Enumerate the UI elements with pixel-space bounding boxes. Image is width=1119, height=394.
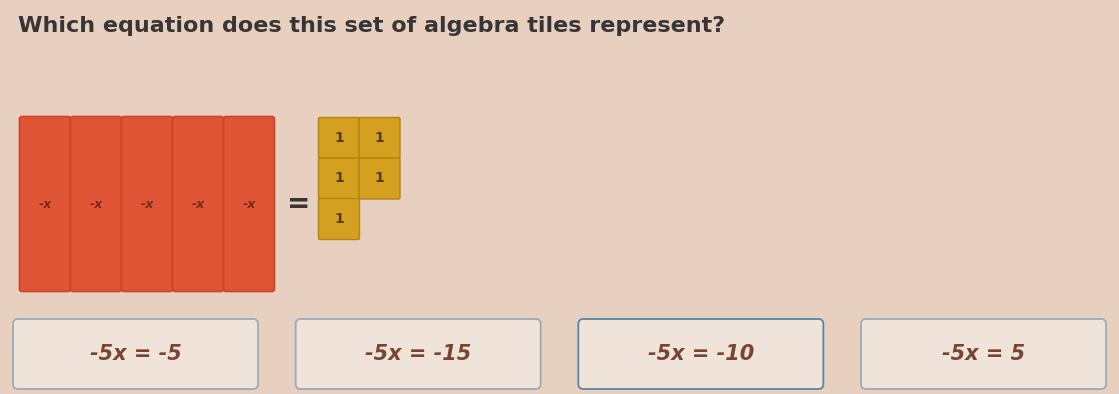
Text: Which equation does this set of algebra tiles represent?: Which equation does this set of algebra … [18,16,725,36]
Text: -x: -x [191,197,205,210]
Text: -5x = -15: -5x = -15 [365,344,471,364]
Text: -5x = -10: -5x = -10 [648,344,754,364]
Text: =: = [288,190,311,218]
Text: 1: 1 [335,171,344,186]
Text: -x: -x [140,197,153,210]
Text: -5x = -5: -5x = -5 [90,344,181,364]
Text: -x: -x [38,197,51,210]
Text: 1: 1 [375,131,384,145]
Text: 1: 1 [375,171,384,186]
FancyBboxPatch shape [579,319,824,389]
FancyBboxPatch shape [359,158,399,199]
FancyBboxPatch shape [295,319,540,389]
Text: -x: -x [243,197,255,210]
FancyBboxPatch shape [70,117,122,292]
Text: -x: -x [90,197,103,210]
FancyBboxPatch shape [122,117,172,292]
Text: 1: 1 [335,212,344,226]
FancyBboxPatch shape [359,117,399,158]
FancyBboxPatch shape [319,199,359,240]
Text: 1: 1 [335,131,344,145]
FancyBboxPatch shape [319,117,359,158]
FancyBboxPatch shape [19,117,70,292]
FancyBboxPatch shape [319,158,359,199]
Text: -5x = 5: -5x = 5 [942,344,1025,364]
FancyBboxPatch shape [861,319,1106,389]
FancyBboxPatch shape [224,117,274,292]
FancyBboxPatch shape [172,117,224,292]
FancyBboxPatch shape [13,319,258,389]
